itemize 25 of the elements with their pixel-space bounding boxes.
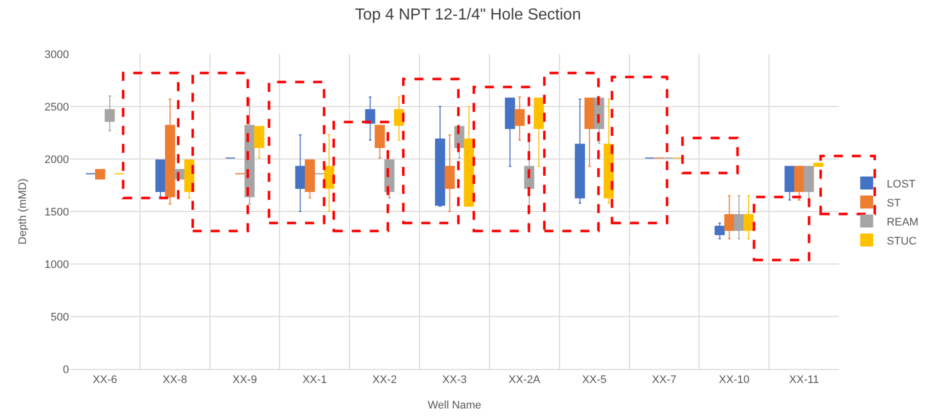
legend-label: REAM <box>886 216 918 228</box>
legend-label: STUC <box>886 235 917 248</box>
y-tick-label: 0 <box>62 364 69 376</box>
y-tick-label: 1000 <box>44 258 69 271</box>
x-tick-label: XX-7 <box>652 374 676 386</box>
x-tick-label: XX-1 <box>302 374 327 386</box>
legend-label: ST <box>886 197 902 210</box>
x-tick-label: XX-11 <box>789 374 819 386</box>
x-axis-title: Well Name <box>428 399 482 412</box>
x-tick-label: XX-3 <box>442 374 467 386</box>
y-tick-label: 500 <box>50 311 69 324</box>
legend-label: LOST <box>886 178 916 190</box>
chart-title: Top 4 NPT 12-1/4" Hole Section <box>355 6 581 24</box>
x-tick-label: XX-2A <box>508 374 541 386</box>
y-axis-title: Depth (mMD) <box>17 178 30 245</box>
x-tick-label: XX-9 <box>232 374 258 386</box>
y-tick-label: 1500 <box>44 206 69 218</box>
x-tick-label: XX-10 <box>718 374 750 386</box>
y-tick-label: 2000 <box>44 154 69 166</box>
x-tick-label: XX-5 <box>582 374 607 386</box>
x-tick-label: XX-2 <box>372 374 397 386</box>
x-tick-label: XX-8 <box>162 374 188 386</box>
x-tick-label: XX-6 <box>92 374 118 386</box>
y-tick-label: 3000 <box>44 48 69 61</box>
y-tick-label: 2500 <box>44 101 69 114</box>
